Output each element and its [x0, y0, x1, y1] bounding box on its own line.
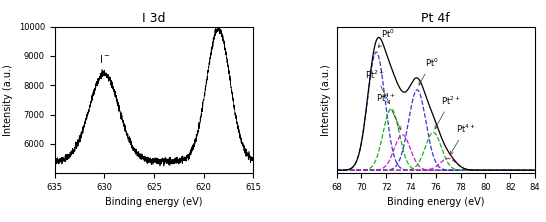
Text: I$^-$: I$^-$	[213, 26, 225, 38]
X-axis label: Binding energy (eV): Binding energy (eV)	[105, 197, 203, 207]
Y-axis label: Intensity (a.u.): Intensity (a.u.)	[321, 64, 331, 136]
Text: Pt$^{2+}$: Pt$^{2+}$	[365, 68, 390, 104]
Text: Pt$^0$: Pt$^0$	[378, 28, 395, 48]
Y-axis label: Intensity (a.u.): Intensity (a.u.)	[3, 64, 13, 136]
Title: Pt 4f: Pt 4f	[422, 12, 450, 26]
Title: I 3d: I 3d	[142, 12, 165, 26]
Text: I$^-$: I$^-$	[99, 53, 111, 65]
Text: Pt$^{4+}$: Pt$^{4+}$	[376, 92, 401, 130]
Text: Pt$^0$: Pt$^0$	[419, 56, 438, 85]
X-axis label: Binding energy (eV): Binding energy (eV)	[387, 197, 484, 207]
Text: Pt$^{4+}$: Pt$^{4+}$	[450, 123, 476, 155]
Text: Pt$^{2+}$: Pt$^{2+}$	[435, 94, 460, 129]
